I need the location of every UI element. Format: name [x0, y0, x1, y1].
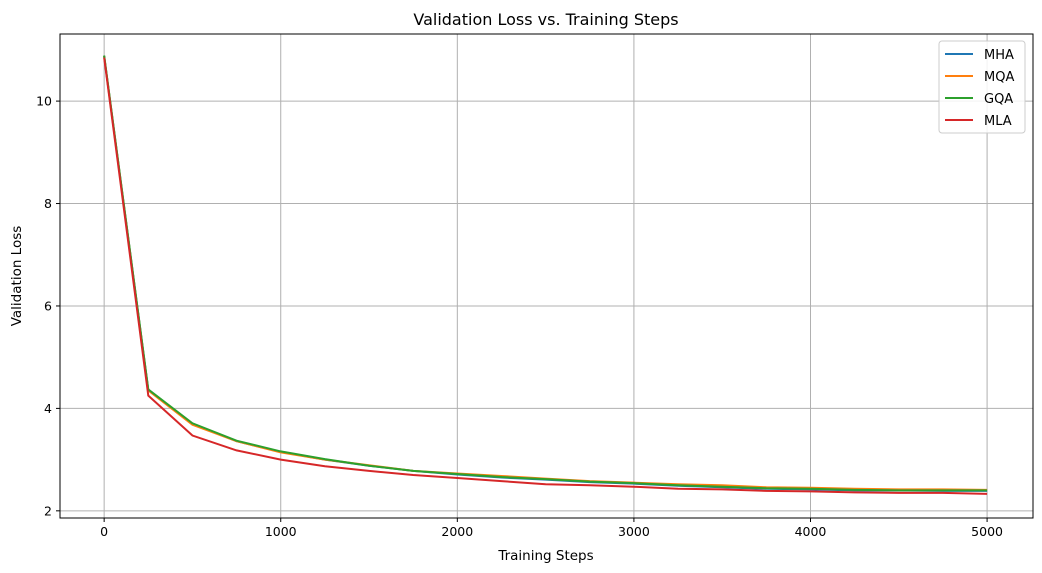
- legend-box: [938, 40, 1026, 134]
- x-tick-label: 1000: [265, 524, 297, 539]
- y-tick-label: 8: [44, 196, 52, 211]
- chart-title: Validation Loss vs. Training Steps: [413, 10, 678, 29]
- x-tick-label: 2000: [441, 524, 473, 539]
- y-tick-label: 10: [36, 94, 52, 109]
- y-axis-label: Validation Loss: [9, 226, 25, 327]
- legend-label: MLA: [984, 114, 1012, 129]
- x-tick-label: 4000: [795, 524, 827, 539]
- y-tick-label: 2: [44, 503, 52, 518]
- legend-label: GQA: [984, 92, 1013, 107]
- y-tick-label: 6: [44, 298, 52, 313]
- x-tick-label: 0: [100, 524, 108, 539]
- x-tick-label: 3000: [618, 524, 650, 539]
- legend-label: MQA: [984, 70, 1014, 85]
- series-line-gqa: [103, 55, 988, 492]
- x-tick-label: 5000: [971, 524, 1003, 539]
- series-line-mha: [103, 55, 988, 492]
- x-axis-label: Training Steps: [497, 548, 593, 564]
- legend-label: MHA: [984, 48, 1014, 63]
- legend: MHA MQA GQA MLA: [938, 40, 1026, 134]
- plot-frame: [59, 33, 1034, 519]
- y-tick-label: 4: [44, 401, 52, 416]
- series-line-mla: [103, 57, 988, 495]
- series-line-mqa: [103, 55, 988, 491]
